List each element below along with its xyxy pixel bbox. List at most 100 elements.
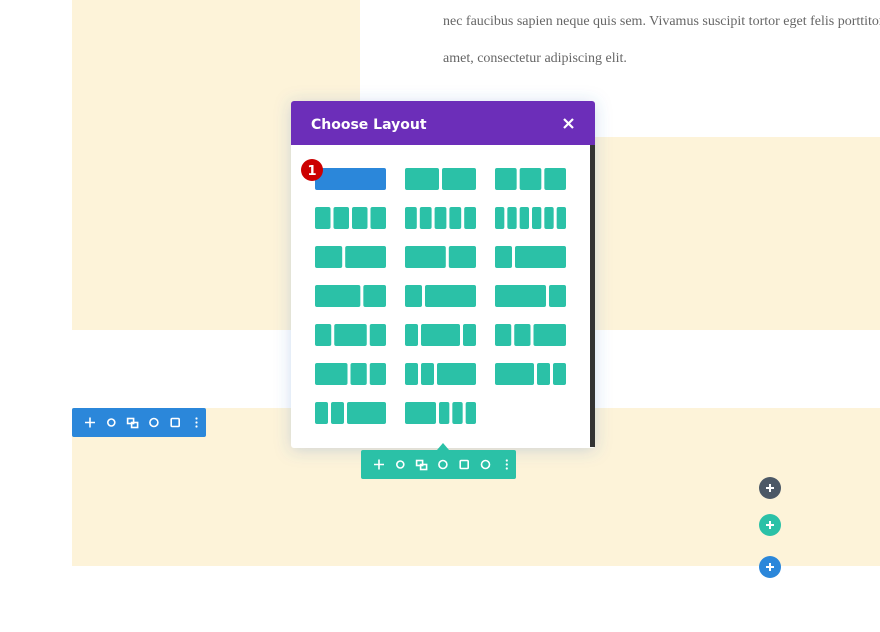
layout-column — [495, 246, 512, 268]
layout-option[interactable] — [315, 324, 386, 346]
layout-column — [331, 402, 344, 424]
toolbar-icon[interactable] — [438, 459, 448, 470]
layout-option[interactable] — [315, 168, 386, 190]
toolbar-icon[interactable] — [107, 418, 116, 427]
layout-column — [425, 285, 476, 307]
row-toolbar — [72, 408, 206, 437]
layout-column — [495, 324, 512, 346]
move — [85, 417, 95, 428]
layout-column — [315, 285, 361, 307]
layout-column — [405, 246, 446, 268]
layout-column — [439, 402, 450, 424]
toolbar-pointer — [437, 443, 449, 450]
close-button[interactable] — [563, 118, 574, 129]
layout-column — [333, 207, 349, 229]
paragraph-line: amet, consectetur adipiscing elit. — [443, 51, 627, 66]
layout-option[interactable] — [495, 207, 566, 229]
gear — [107, 418, 116, 427]
layout-modal — [291, 101, 595, 448]
toolbar-icon[interactable] — [415, 459, 428, 471]
layout-column — [421, 324, 460, 346]
layout-column — [315, 324, 332, 346]
toolbar-icon[interactable] — [195, 417, 198, 428]
layout-column — [495, 168, 517, 190]
layout-column — [532, 207, 542, 229]
layout-option[interactable] — [405, 363, 476, 385]
layout-column — [345, 246, 386, 268]
layout-option[interactable] — [405, 207, 476, 229]
layout-column — [515, 246, 566, 268]
layout-column — [405, 363, 418, 385]
toolbar-icon[interactable] — [126, 417, 139, 429]
layout-option[interactable] — [495, 168, 566, 190]
layout-option[interactable] — [495, 363, 566, 385]
layout-option[interactable] — [405, 246, 476, 268]
add-module-button[interactable] — [759, 514, 781, 536]
dup — [415, 459, 424, 467]
layout-column — [369, 363, 386, 385]
dup — [419, 463, 428, 471]
glyph — [459, 459, 470, 470]
layout-option[interactable] — [495, 246, 566, 268]
layout-column — [448, 246, 476, 268]
layout-column — [495, 285, 546, 307]
toolbar-icon[interactable] — [170, 417, 180, 428]
modal-body — [291, 101, 595, 448]
toolbar-icon[interactable] — [149, 417, 159, 428]
toolbar-icon[interactable] — [85, 417, 95, 428]
layout-option[interactable] — [315, 246, 386, 268]
layout-column — [315, 402, 328, 424]
badge — [301, 159, 323, 181]
layout-option[interactable] — [315, 363, 386, 385]
toolbar-icon[interactable] — [395, 460, 405, 469]
dot — [505, 467, 508, 470]
layout-column — [437, 363, 476, 385]
layout-column — [556, 207, 566, 229]
layout-column — [421, 363, 434, 385]
layout-column — [434, 207, 447, 229]
add-row-button[interactable] — [759, 477, 781, 499]
layout-column — [350, 363, 367, 385]
layout-column — [363, 285, 386, 307]
glyph — [438, 459, 448, 470]
layout-option[interactable] — [405, 402, 476, 424]
layout-column — [544, 207, 554, 229]
layout-column — [369, 324, 386, 346]
layout-column — [449, 207, 462, 229]
layout-column — [315, 363, 348, 385]
toolbar-icon[interactable] — [480, 459, 491, 470]
layout-option[interactable] — [405, 168, 476, 190]
dot — [195, 425, 198, 428]
layout-option[interactable] — [315, 285, 386, 307]
layout-column — [544, 168, 566, 190]
layout-option[interactable] — [405, 285, 476, 307]
glyph — [480, 459, 491, 470]
gear — [395, 460, 405, 469]
layout-option[interactable] — [495, 285, 566, 307]
layout-option[interactable] — [315, 207, 386, 229]
layout-option[interactable] — [405, 324, 476, 346]
scrollbar — [590, 145, 595, 447]
dot — [505, 463, 508, 466]
layout-column — [405, 324, 418, 346]
toolbar-icon[interactable] — [459, 459, 470, 470]
layout-option[interactable] — [315, 402, 386, 424]
layout-column — [537, 363, 550, 385]
dup — [130, 421, 139, 429]
layout-column — [495, 363, 534, 385]
layout-column — [405, 285, 422, 307]
toolbar-icon[interactable] — [505, 459, 508, 470]
paragraph-line: nec faucibus sapien neque quis sem. Viva… — [443, 14, 880, 29]
layout-column — [419, 207, 432, 229]
dot — [505, 459, 508, 462]
layout-column — [352, 207, 368, 229]
layout-option[interactable] — [495, 324, 566, 346]
add-section-button[interactable] — [759, 556, 781, 578]
layout-column — [315, 246, 343, 268]
toolbar-icon[interactable] — [374, 459, 384, 470]
layout-column — [495, 207, 505, 229]
layout-column — [370, 207, 386, 229]
dot — [195, 417, 198, 420]
layout-column — [553, 363, 566, 385]
layout-column — [452, 402, 463, 424]
